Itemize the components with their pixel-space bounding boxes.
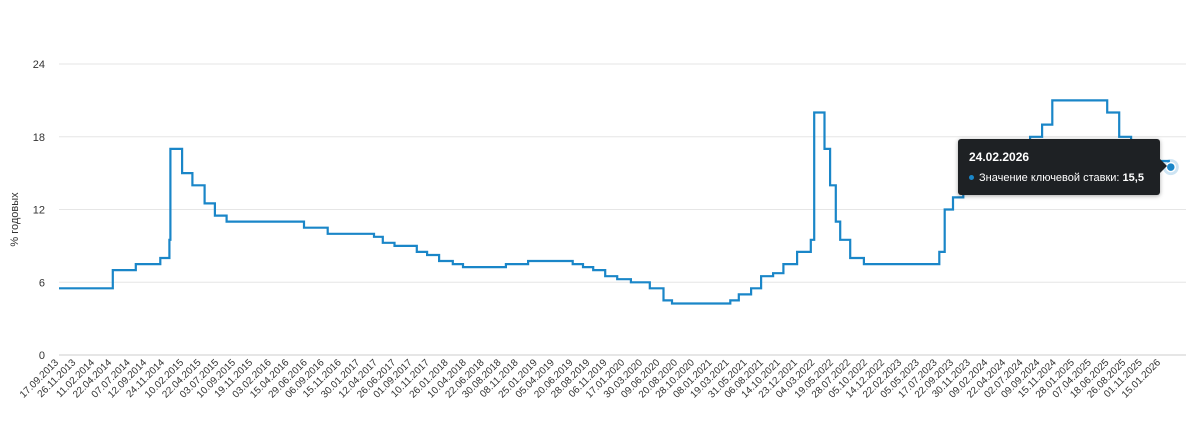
tooltip-row: Значение ключевой ставки: 15,5 [969,172,1144,184]
y-tick-label: 12 [33,205,45,217]
y-tick-label: 6 [39,277,45,289]
tooltip-date: 24.02.2026 [969,150,1030,164]
y-tick-label: 24 [33,59,45,71]
y-tick-label: 0 [39,350,45,362]
chart-tooltip: 24.02.2026 Значение ключевой ставки: 15,… [958,139,1167,195]
y-tick-label: 18 [33,132,45,144]
series-line [59,99,1171,305]
tooltip-label: Значение ключевой ставки: [979,172,1123,184]
tooltip-value: 15,5 [1122,172,1144,184]
hover-point [1165,161,1177,173]
series-dot-icon [969,174,974,180]
y-axis-label: % годовых [9,192,21,247]
